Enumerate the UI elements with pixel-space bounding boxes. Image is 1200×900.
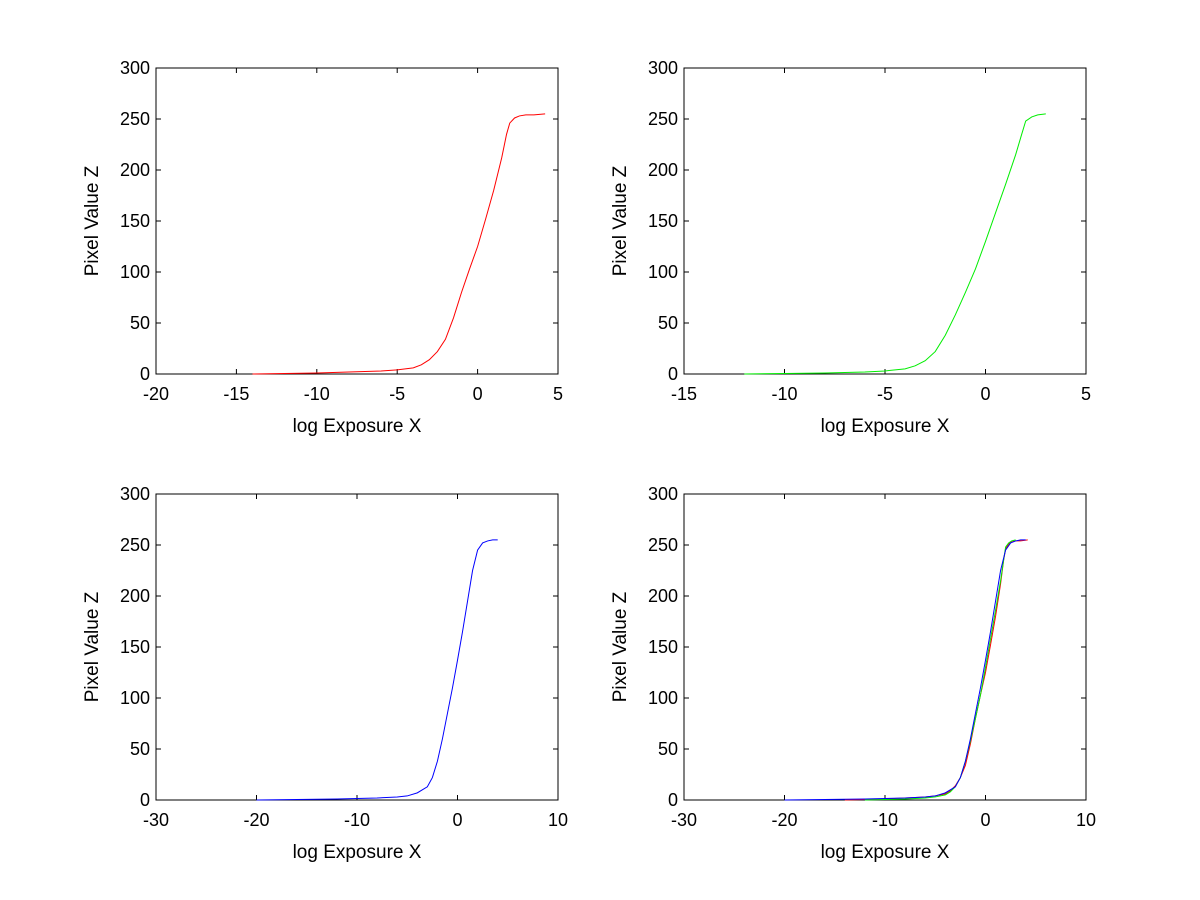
x-tick-label: 0 xyxy=(980,810,990,830)
y-tick-label: 100 xyxy=(648,262,678,282)
y-tick-label: 300 xyxy=(648,484,678,504)
y-tick-label: 150 xyxy=(648,211,678,231)
x-axis-label: log Exposure X xyxy=(821,416,950,437)
x-tick-label: -10 xyxy=(771,384,797,404)
x-tick-label: 0 xyxy=(473,384,483,404)
y-tick-label: 0 xyxy=(668,364,678,384)
series-line-1 xyxy=(252,113,546,375)
y-tick-label: 300 xyxy=(648,58,678,78)
y-axis-label: Pixel Value Z xyxy=(610,591,631,702)
y-tick-label: 0 xyxy=(140,790,150,810)
x-tick-label: -5 xyxy=(389,384,405,404)
y-tick-label: 100 xyxy=(648,688,678,708)
x-axis-label: log Exposure X xyxy=(821,842,950,863)
x-tick-label: -10 xyxy=(304,384,330,404)
y-tick-label: 0 xyxy=(668,790,678,810)
y-tick-label: 50 xyxy=(658,739,678,759)
y-tick-label: 300 xyxy=(120,58,150,78)
x-tick-label: -30 xyxy=(671,810,697,830)
y-tick-label: 0 xyxy=(140,364,150,384)
series-line-1 xyxy=(256,539,498,801)
y-axis-label: Pixel Value Z xyxy=(610,165,631,276)
y-tick-label: 200 xyxy=(648,586,678,606)
y-axis-label: Pixel Value Z xyxy=(82,165,103,276)
y-tick-label: 250 xyxy=(120,109,150,129)
y-tick-label: 50 xyxy=(130,313,150,333)
y-tick-label: 200 xyxy=(120,586,150,606)
x-tick-label: -30 xyxy=(143,810,169,830)
y-tick-label: 150 xyxy=(120,211,150,231)
x-tick-label: -10 xyxy=(872,810,898,830)
y-tick-label: 150 xyxy=(120,637,150,657)
x-axis-label: log Exposure X xyxy=(293,842,422,863)
x-tick-label: 5 xyxy=(1081,384,1091,404)
x-tick-label: -20 xyxy=(143,384,169,404)
axes-frame xyxy=(683,67,1087,375)
x-tick-label: 5 xyxy=(553,384,563,404)
x-tick-label: -10 xyxy=(344,810,370,830)
x-tick-label: -20 xyxy=(243,810,269,830)
x-tick-label: 0 xyxy=(452,810,462,830)
x-tick-label: -5 xyxy=(877,384,893,404)
y-tick-label: 250 xyxy=(648,109,678,129)
x-tick-label: -15 xyxy=(671,384,697,404)
axes-frame xyxy=(155,67,559,375)
x-tick-label: -15 xyxy=(223,384,249,404)
y-tick-label: 50 xyxy=(658,313,678,333)
x-tick-label: 0 xyxy=(980,384,990,404)
axes-frame xyxy=(683,493,1087,801)
y-axis-label: Pixel Value Z xyxy=(82,591,103,702)
x-tick-label: 10 xyxy=(1076,810,1096,830)
y-tick-label: 200 xyxy=(648,160,678,180)
y-tick-label: 200 xyxy=(120,160,150,180)
axes-frame xyxy=(155,493,559,801)
x-axis-label: log Exposure X xyxy=(293,416,422,437)
y-tick-label: 250 xyxy=(120,535,150,555)
series-line-3 xyxy=(784,539,1026,801)
y-tick-label: 50 xyxy=(130,739,150,759)
x-tick-label: 10 xyxy=(548,810,568,830)
x-tick-label: -20 xyxy=(771,810,797,830)
y-tick-label: 100 xyxy=(120,262,150,282)
y-tick-label: 100 xyxy=(120,688,150,708)
y-tick-label: 250 xyxy=(648,535,678,555)
y-tick-label: 300 xyxy=(120,484,150,504)
y-tick-label: 150 xyxy=(648,637,678,657)
series-line-1 xyxy=(744,113,1046,375)
